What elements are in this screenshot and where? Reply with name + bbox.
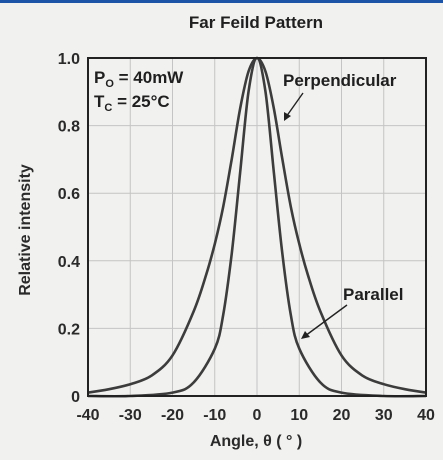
x-tick-label: -10 — [203, 407, 226, 424]
temperature-symbol: T — [94, 92, 105, 111]
x-tick-label: -20 — [161, 407, 184, 424]
perpendicular-arrow-head — [284, 112, 291, 121]
x-tick-label: 30 — [375, 407, 393, 424]
chart-title: Far Feild Pattern — [189, 13, 323, 32]
power-subscript: O — [105, 78, 114, 90]
y-axis-label: Relative intensity — [17, 164, 34, 296]
parallel-arrow-line — [304, 304, 348, 337]
temperature-value: = 25°C — [112, 92, 169, 111]
x-tick-label: 10 — [290, 407, 308, 424]
y-tick-label: 0.2 — [58, 321, 80, 338]
perpendicular-arrow-line — [285, 92, 304, 118]
x-tick-label: 0 — [253, 407, 262, 424]
y-tick-label: 0.8 — [58, 119, 80, 136]
power-symbol: P — [94, 68, 105, 87]
x-tick-label: -40 — [76, 407, 99, 424]
y-tick-label: 0.4 — [58, 254, 80, 271]
x-axis-label: Angle, θ ( ° ) — [210, 433, 302, 450]
power-condition: PO = 40mW — [94, 68, 184, 90]
power-value: = 40mW — [114, 68, 184, 87]
y-tick-label: 0.6 — [58, 186, 80, 203]
plot-frame — [87, 57, 427, 397]
x-tick-label: -30 — [119, 407, 142, 424]
series-label-parallel: Parallel — [343, 285, 404, 304]
temperature-condition: TC = 25°C — [94, 92, 170, 114]
accent-bar — [0, 0, 443, 3]
y-tick-label: 1.0 — [58, 51, 80, 68]
temperature-subscript: C — [104, 102, 112, 114]
series-label-perpendicular: Perpendicular — [283, 71, 397, 90]
y-tick-label: 0 — [71, 389, 80, 406]
x-tick-label: 20 — [333, 407, 351, 424]
x-tick-label: 40 — [417, 407, 435, 424]
parallel-arrow-head — [301, 331, 310, 339]
